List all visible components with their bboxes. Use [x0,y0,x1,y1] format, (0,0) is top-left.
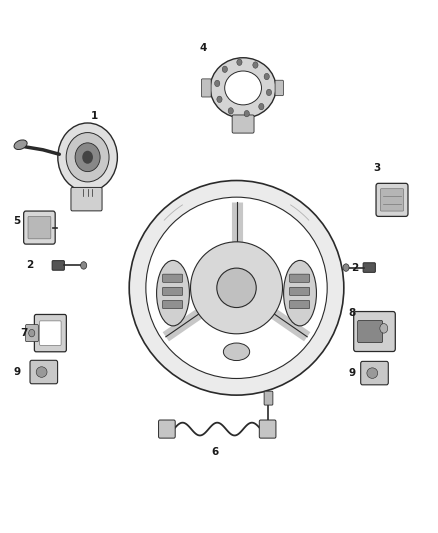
Circle shape [217,96,222,102]
FancyBboxPatch shape [162,287,183,295]
Circle shape [81,262,87,269]
FancyBboxPatch shape [162,274,183,282]
Circle shape [237,59,242,66]
Circle shape [253,62,258,68]
FancyBboxPatch shape [363,263,375,272]
FancyBboxPatch shape [275,80,283,96]
Text: 2: 2 [351,263,358,272]
Text: 6: 6 [212,447,219,457]
Circle shape [228,108,233,114]
Ellipse shape [217,268,256,308]
Text: 1: 1 [91,111,98,121]
Ellipse shape [129,181,344,395]
Ellipse shape [367,368,378,378]
Text: 2: 2 [26,261,33,270]
FancyBboxPatch shape [39,321,61,345]
FancyBboxPatch shape [201,79,211,97]
Circle shape [259,103,264,110]
Ellipse shape [66,133,109,182]
Text: 9: 9 [13,367,20,377]
Ellipse shape [225,71,261,105]
Text: 3: 3 [373,163,380,173]
Ellipse shape [157,261,190,326]
FancyBboxPatch shape [28,216,51,239]
Circle shape [380,324,388,333]
Ellipse shape [146,197,327,378]
FancyBboxPatch shape [162,301,183,309]
FancyBboxPatch shape [25,325,39,342]
FancyBboxPatch shape [360,361,389,385]
Ellipse shape [75,143,100,172]
Ellipse shape [14,140,27,150]
Text: 9: 9 [348,368,355,378]
Text: 5: 5 [13,216,20,226]
Circle shape [264,74,269,80]
FancyBboxPatch shape [30,360,58,384]
Ellipse shape [191,242,283,334]
FancyBboxPatch shape [376,183,408,216]
FancyBboxPatch shape [159,420,175,438]
Ellipse shape [58,123,117,191]
Circle shape [266,89,272,95]
FancyBboxPatch shape [71,188,102,211]
FancyBboxPatch shape [290,301,310,309]
FancyBboxPatch shape [290,287,310,295]
FancyBboxPatch shape [34,314,67,352]
Circle shape [29,329,35,337]
FancyBboxPatch shape [380,189,404,211]
Circle shape [82,151,93,164]
FancyBboxPatch shape [232,115,254,133]
FancyBboxPatch shape [357,320,383,343]
FancyBboxPatch shape [259,420,276,438]
Ellipse shape [223,343,250,360]
FancyBboxPatch shape [24,211,55,244]
Ellipse shape [210,58,276,118]
Ellipse shape [284,261,316,326]
Text: 8: 8 [348,309,355,318]
Text: 7: 7 [21,328,28,338]
Circle shape [222,66,227,72]
Text: 4: 4 [199,43,206,53]
Circle shape [244,110,249,117]
Circle shape [215,80,220,87]
Circle shape [343,264,349,271]
Ellipse shape [36,367,47,377]
FancyBboxPatch shape [354,311,395,352]
FancyBboxPatch shape [52,261,64,270]
FancyBboxPatch shape [264,391,273,405]
FancyBboxPatch shape [290,274,310,282]
